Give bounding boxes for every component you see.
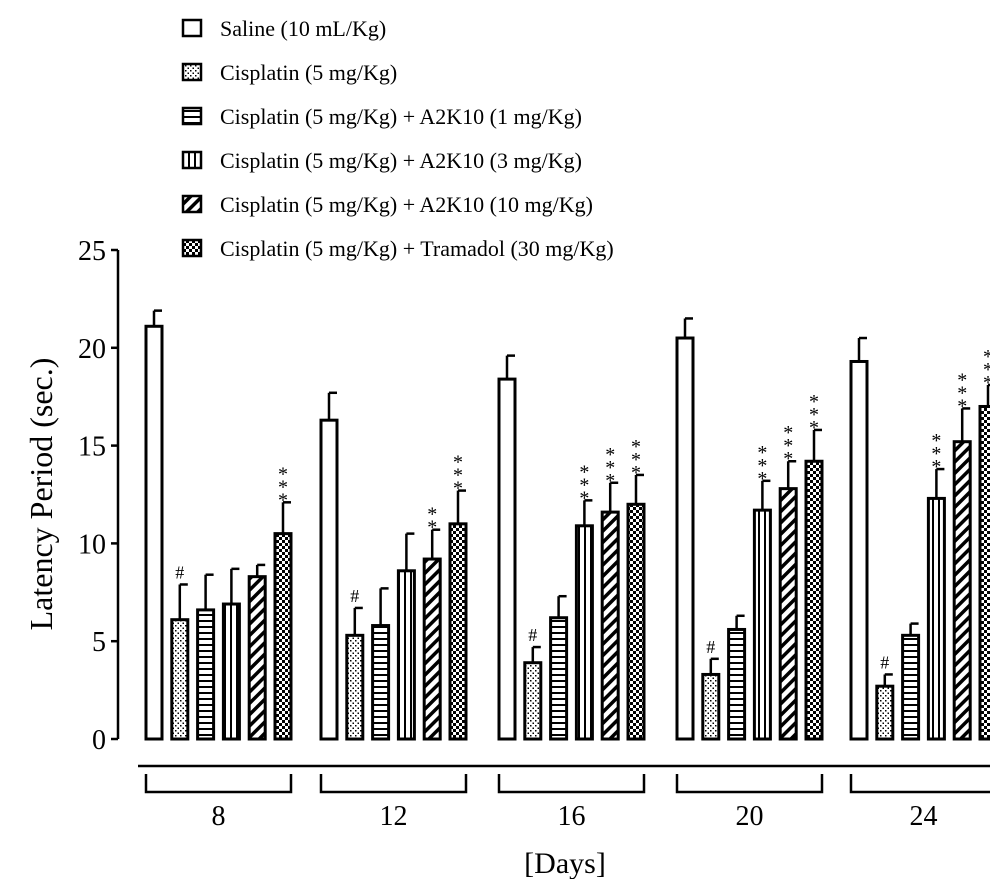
significance-label: *** <box>605 444 615 492</box>
bar <box>926 496 946 741</box>
bar <box>778 487 798 741</box>
bar <box>144 324 164 741</box>
significance-label: # <box>175 562 184 582</box>
group-bracket <box>497 774 646 794</box>
bar <box>448 522 468 741</box>
legend-label: Cisplatin (5 mg/Kg) + A2K10 (10 mg/Kg) <box>220 192 593 217</box>
significance-label: *** <box>278 463 288 511</box>
bar <box>247 575 267 741</box>
bar <box>701 672 721 741</box>
significance-label: # <box>528 625 537 645</box>
bar <box>752 508 772 741</box>
bar <box>875 684 895 741</box>
x-tick-label: 12 <box>380 801 408 832</box>
axes: 0 5 10 15 20 25 8 12 16 20 24 <box>78 236 990 832</box>
bar <box>422 557 442 741</box>
y-tick-label: 20 <box>78 334 106 365</box>
significance-label: *** <box>931 430 941 478</box>
significance-label: *** <box>809 391 819 439</box>
y-axis-label: Latency Period (sec.) <box>23 358 59 631</box>
bar <box>804 459 824 741</box>
y-tick-label: 25 <box>78 236 106 267</box>
bar <box>727 627 747 741</box>
y-tick-label: 5 <box>92 627 106 658</box>
bar <box>675 336 695 741</box>
bar <box>549 616 569 741</box>
significance-label: *** <box>631 436 641 484</box>
x-tick-label: 8 <box>212 801 226 832</box>
significance-label: *** <box>757 442 767 490</box>
y-tick-label: 10 <box>78 529 106 560</box>
legend-label: Cisplatin (5 mg/Kg) <box>220 60 397 85</box>
bar <box>273 532 293 741</box>
y-tick-label: 0 <box>92 725 106 756</box>
axis-labels: Latency Period (sec.) [Days] <box>23 358 606 879</box>
significance-label: *** <box>579 461 589 509</box>
bar <box>345 633 365 741</box>
significance-label: # <box>880 652 889 672</box>
group-bracket <box>675 774 824 794</box>
legend-label: Saline (10 mL/Kg) <box>220 16 386 41</box>
bar <box>170 618 190 741</box>
x-tick-label: 24 <box>910 801 938 832</box>
bar <box>600 510 620 741</box>
legend-swatch <box>181 194 203 214</box>
legend-swatch <box>181 150 203 170</box>
bar <box>901 633 921 741</box>
x-axis-label: [Days] <box>524 847 606 879</box>
bar <box>396 569 416 741</box>
legend: Saline (10 mL/Kg) Cisplatin (5 mg/Kg) Cisp… <box>181 16 614 261</box>
bar <box>221 602 241 741</box>
legend-label: Cisplatin (5 mg/Kg) + A2K10 (3 mg/Kg) <box>220 148 582 173</box>
legend-swatch <box>181 62 203 82</box>
bar <box>626 502 646 741</box>
bar <box>497 377 517 741</box>
significance-label: *** <box>983 346 990 394</box>
bar <box>371 624 391 741</box>
significance-label: *** <box>453 452 463 500</box>
bar <box>574 524 594 741</box>
group-bracket <box>144 774 293 794</box>
group-bracket <box>319 774 468 794</box>
bar <box>319 418 339 741</box>
bars: #***#*****#*********#*********#********* <box>144 309 990 741</box>
significance-label: # <box>706 637 715 657</box>
x-tick-label: 16 <box>558 801 586 832</box>
bar <box>952 440 972 741</box>
significance-label: * * <box>427 504 437 539</box>
legend-label: Cisplatin (5 mg/Kg) + Tramadol (30 mg/Kg… <box>220 236 614 261</box>
significance-label: *** <box>957 369 967 417</box>
bar <box>849 359 869 741</box>
significance-label: # <box>350 586 359 606</box>
legend-swatch <box>181 238 203 258</box>
bar <box>978 404 990 741</box>
legend-label: Cisplatin (5 mg/Kg) + A2K10 (1 mg/Kg) <box>220 104 582 129</box>
bar <box>523 661 543 741</box>
significance-label: *** <box>783 422 793 470</box>
legend-swatch <box>181 106 203 126</box>
bar <box>196 608 216 741</box>
legend-swatch <box>181 18 203 38</box>
group-bracket <box>849 774 990 794</box>
y-tick-label: 15 <box>78 432 106 463</box>
x-tick-label: 20 <box>736 801 764 832</box>
